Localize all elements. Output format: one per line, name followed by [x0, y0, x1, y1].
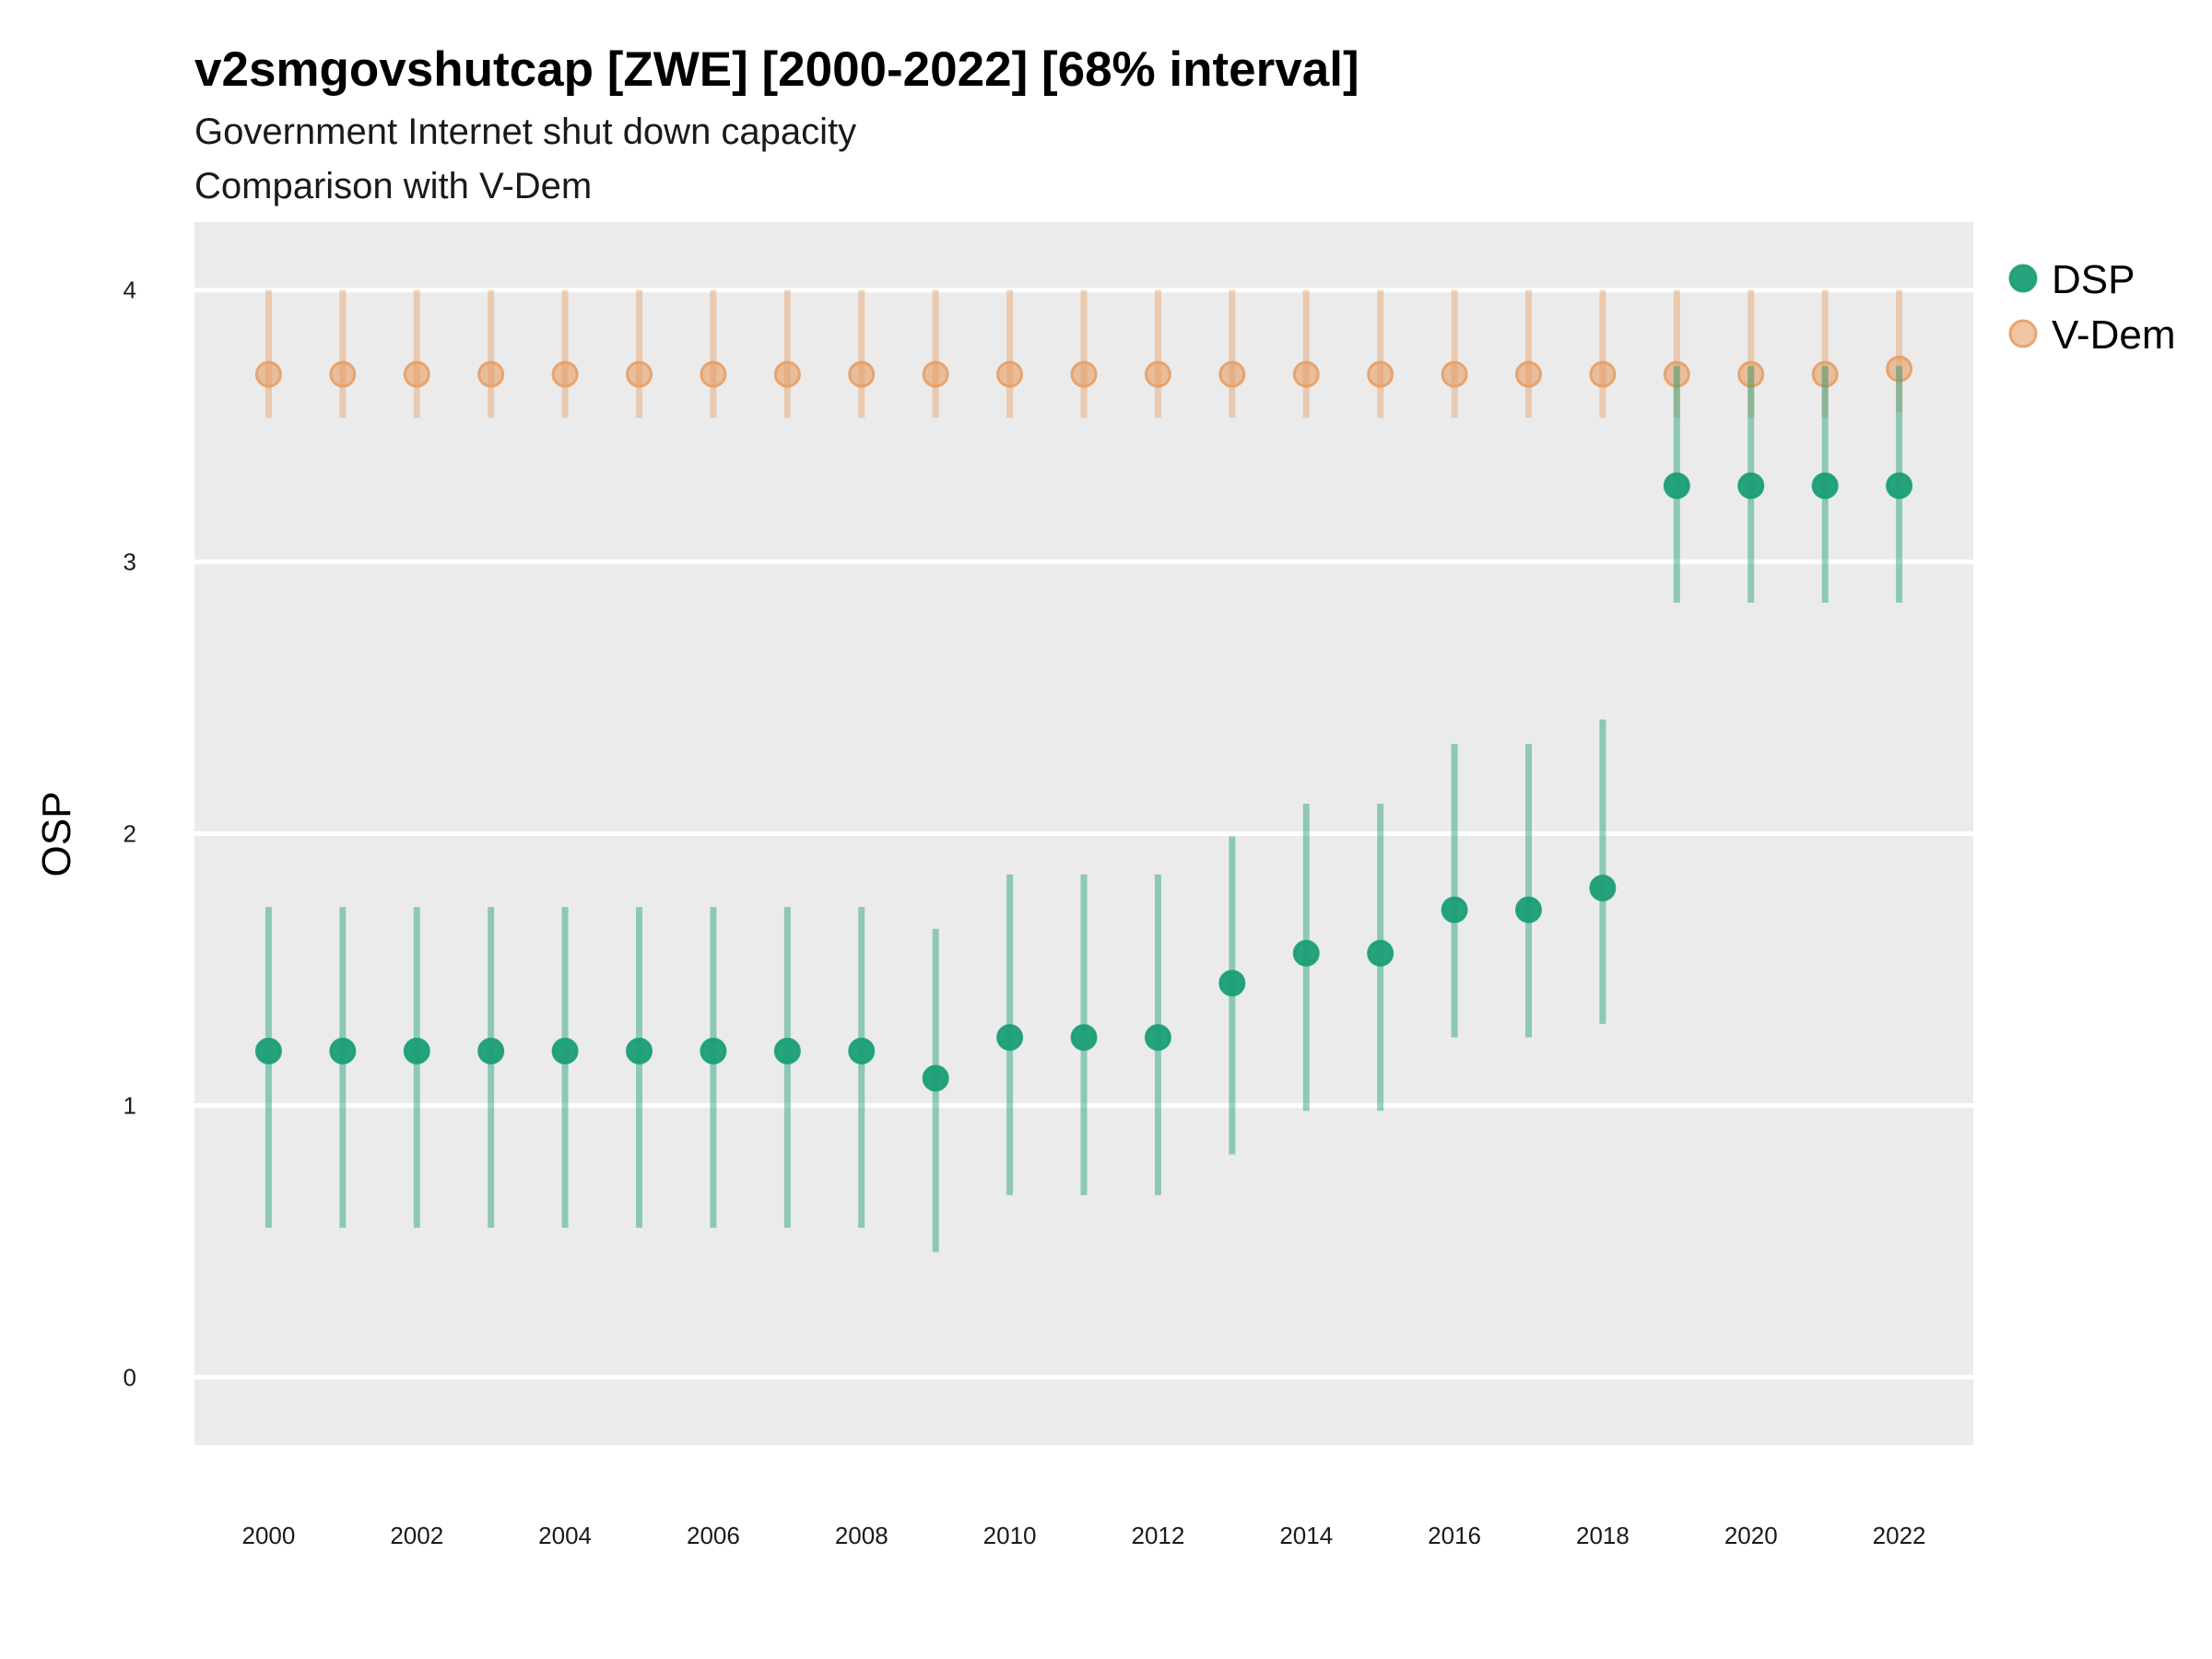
v-dem-point-2003 — [477, 360, 505, 388]
x-tick-label-2022: 2022 — [1873, 1522, 1926, 1549]
v-dem-point-2014 — [1292, 360, 1320, 388]
v-dem-point-2004 — [551, 360, 579, 388]
x-tick-label-2000: 2000 — [241, 1522, 295, 1549]
dsp-point-2006 — [700, 1037, 727, 1065]
series-v-dem — [254, 289, 1913, 418]
dsp-point-2020 — [1737, 472, 1765, 500]
dsp-point-2011 — [1070, 1024, 1098, 1052]
v-dem-point-2005 — [626, 360, 653, 388]
dsp-point-2000 — [254, 1037, 282, 1065]
dsp-point-2007 — [773, 1037, 801, 1065]
x-tick-label-2010: 2010 — [983, 1522, 1037, 1549]
v-dem-point-2013 — [1218, 360, 1246, 388]
dsp-point-2017 — [1515, 896, 1542, 924]
x-tick-label-2006: 2006 — [687, 1522, 740, 1549]
y-axis-ticks: 0 1 2 3 4 — [124, 276, 136, 1392]
chart-subtitle-line-2: Comparison with V-Dem — [194, 166, 592, 206]
x-tick-label-2020: 2020 — [1724, 1522, 1778, 1549]
chart-subtitle-line-1: Government Internet shut down capacity — [194, 112, 856, 152]
dsp-point-2004 — [551, 1037, 579, 1065]
y-tick-label-0: 0 — [124, 1363, 136, 1391]
x-tick-label-2016: 2016 — [1428, 1522, 1481, 1549]
v-dem-point-2009 — [922, 360, 949, 388]
dsp-point-2001 — [329, 1037, 357, 1065]
dsp-point-2010 — [996, 1024, 1024, 1052]
v-dem-point-2012 — [1144, 360, 1171, 388]
dsp-point-2022 — [1886, 472, 1913, 500]
legend-label-v-dem: V-Dem — [2052, 312, 2175, 358]
legend-key-dsp — [2008, 264, 2038, 293]
gridlines — [194, 288, 1973, 1380]
v-dem-point-2011 — [1070, 360, 1098, 388]
dsp-point-2002 — [403, 1037, 430, 1065]
dsp-point-2018 — [1589, 874, 1617, 901]
x-tick-label-2008: 2008 — [835, 1522, 888, 1549]
series-dsp — [254, 366, 1913, 1253]
v-dem-point-2022 — [1886, 355, 1913, 382]
v-dem-point-2016 — [1441, 360, 1468, 388]
dsp-point-2005 — [626, 1037, 653, 1065]
y-axis-label: OSP — [34, 792, 79, 877]
chart-title: v2smgovshutcap [ZWE] [2000-2022] [68% in… — [194, 42, 1359, 97]
dsp-point-2014 — [1292, 939, 1320, 967]
v-dem-point-2006 — [700, 360, 727, 388]
v-dem-point-2020 — [1737, 360, 1765, 388]
dsp-point-2016 — [1441, 896, 1468, 924]
dsp-point-2021 — [1811, 472, 1839, 500]
dsp-point-2009 — [922, 1065, 949, 1092]
legend-label-dsp: DSP — [2052, 257, 2135, 302]
v-dem-point-2015 — [1367, 360, 1394, 388]
data-marks — [254, 289, 1913, 1253]
v-dem-point-2018 — [1589, 360, 1617, 388]
legend: DSP V-Dem — [2008, 257, 2175, 358]
dsp-point-2015 — [1367, 939, 1394, 967]
x-tick-label-2014: 2014 — [1279, 1522, 1333, 1549]
y-tick-label-1: 1 — [124, 1091, 136, 1119]
dsp-point-2019 — [1663, 472, 1690, 500]
dsp-point-2013 — [1218, 970, 1246, 997]
v-dem-point-2002 — [403, 360, 430, 388]
dsp-point-2012 — [1144, 1024, 1171, 1052]
legend-key-v-dem — [2008, 319, 2038, 348]
v-dem-point-2019 — [1663, 360, 1690, 388]
v-dem-point-2001 — [329, 360, 357, 388]
y-tick-label-3: 3 — [124, 548, 136, 576]
x-tick-label-2004: 2004 — [538, 1522, 592, 1549]
x-tick-label-2002: 2002 — [390, 1522, 443, 1549]
v-dem-point-2007 — [773, 360, 801, 388]
v-dem-point-2010 — [996, 360, 1024, 388]
dsp-point-2008 — [848, 1037, 876, 1065]
y-tick-label-4: 4 — [124, 276, 136, 304]
v-dem-point-2008 — [848, 360, 876, 388]
v-dem-point-2017 — [1515, 360, 1542, 388]
dsp-point-2003 — [477, 1037, 505, 1065]
v-dem-point-2021 — [1811, 360, 1839, 388]
x-axis-ticks: 2000 2002 2004 2006 2008 2010 2012 2014 2016 2018… — [241, 1522, 1925, 1549]
x-tick-label-2018: 2018 — [1576, 1522, 1630, 1549]
x-tick-label-2012: 2012 — [1131, 1522, 1184, 1549]
v-dem-point-2000 — [254, 360, 282, 388]
y-tick-label-2: 2 — [124, 820, 136, 848]
